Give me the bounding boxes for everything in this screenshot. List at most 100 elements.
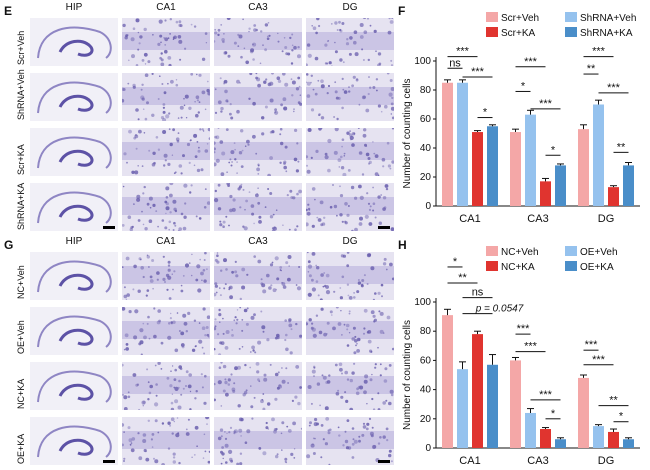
micrograph-image [214, 128, 302, 176]
bar [510, 132, 521, 206]
hippocampus-image [30, 307, 118, 355]
column-header-ca3: CA3 [248, 236, 268, 247]
legend-swatch [565, 12, 577, 22]
panel-label-h: H [398, 238, 407, 252]
bar [608, 431, 619, 448]
legend-swatch [486, 246, 498, 256]
panel-label-e: E [4, 4, 13, 18]
bar-chart-h: NC+Veh OE+Veh NC+KA OE+KA 0 20 40 60 80 100 Number… [402, 246, 640, 467]
legend-swatch [486, 27, 498, 37]
micrograph-image [122, 128, 210, 176]
legend-label: OE+KA [580, 262, 614, 273]
significance-label: * [453, 256, 458, 268]
micrograph-image [122, 73, 210, 121]
x-tick-label: CA3 [527, 455, 548, 467]
bar [525, 114, 536, 206]
bar [472, 334, 483, 448]
hippocampus-image [30, 252, 118, 300]
y-tick-label: 40 [420, 385, 432, 396]
micrograph-image [122, 417, 210, 465]
significance-label: *** [517, 323, 531, 335]
column-header-hip: HIP [65, 236, 83, 247]
legend-swatch [565, 261, 577, 271]
bar [555, 165, 566, 206]
bar [487, 126, 498, 206]
y-tick-label: 60 [420, 355, 432, 366]
significance-label: ** [617, 141, 626, 153]
hippocampus-image [30, 128, 118, 176]
y-tick-label: 80 [420, 326, 432, 337]
micrograph-image [306, 183, 394, 231]
significance-label: ns [449, 57, 461, 69]
bar [540, 181, 551, 206]
column-header-dg: DG [342, 236, 358, 247]
significance-label: *** [607, 82, 621, 94]
significance-label: *** [471, 66, 485, 78]
bar [442, 315, 453, 448]
y-axis-label: Number of counting cells [402, 320, 413, 430]
significance-label: *** [585, 339, 599, 351]
legend-swatch [486, 12, 498, 22]
bar [457, 82, 468, 206]
row-label: OE+Veh [16, 320, 26, 354]
y-tick-label: 20 [420, 414, 432, 425]
bar [525, 412, 536, 448]
x-tick-label: DG [598, 213, 615, 225]
micrograph-image [214, 73, 302, 121]
row-label: NC+Veh [16, 265, 26, 299]
bar [540, 429, 551, 448]
column-header-ca3: CA3 [248, 2, 268, 13]
bar [510, 360, 521, 448]
scale-bar [103, 226, 115, 229]
column-header-hip: HIP [65, 2, 83, 13]
scale-bar [378, 460, 390, 463]
bar [593, 426, 604, 448]
micrograph-image [306, 73, 394, 121]
micrograph-image [214, 417, 302, 465]
x-tick-label: CA1 [459, 455, 480, 467]
micrograph-image [214, 252, 302, 300]
significance-label: p = 0.0547 [475, 304, 524, 315]
bar [472, 132, 483, 206]
bar [623, 439, 634, 448]
legend-label: NC+KA [501, 262, 535, 273]
y-tick-label: 0 [425, 201, 431, 212]
micrograph-image [122, 18, 210, 66]
legend-label: NC+Veh [501, 247, 539, 258]
legend-swatch [486, 261, 498, 271]
scale-bar [378, 226, 390, 229]
hippocampus-image [30, 18, 118, 66]
legend-label: ShRNA+KA [580, 28, 633, 39]
significance-label: * [551, 144, 556, 156]
column-header-dg: DG [342, 2, 358, 13]
bar [593, 104, 604, 206]
hippocampus-image [30, 73, 118, 121]
micrograph-image [122, 183, 210, 231]
hippocampus-image [30, 417, 118, 465]
row-label: Scr+Veh [16, 30, 26, 65]
hippocampus-image [30, 362, 118, 410]
x-tick-label: CA3 [527, 213, 548, 225]
y-tick-label: 0 [425, 443, 431, 454]
significance-label: *** [592, 46, 606, 58]
significance-label: * [551, 408, 556, 420]
bar-chart-f: Scr+Veh ShRNA+Veh Scr+KA ShRNA+KA 0 20 40 60 80 1… [402, 12, 640, 225]
hippocampus-image [30, 183, 118, 231]
y-tick-label: 80 [420, 85, 432, 96]
legend-swatch [565, 246, 577, 256]
bar [578, 129, 589, 206]
legend-label: ShRNA+Veh [580, 13, 636, 24]
significance-label: ** [609, 395, 618, 407]
legend-swatch [565, 27, 577, 37]
bar [487, 364, 498, 448]
micrograph-image [214, 183, 302, 231]
panel-label-f: F [398, 4, 406, 18]
column-header-ca1: CA1 [156, 2, 176, 13]
column-header-ca1: CA1 [156, 236, 176, 247]
bar [457, 369, 468, 448]
bar [442, 82, 453, 206]
significance-label: *** [524, 56, 538, 68]
bar [623, 165, 634, 206]
significance-label: ** [587, 63, 596, 75]
y-axis-label: Number of counting cells [402, 78, 413, 188]
